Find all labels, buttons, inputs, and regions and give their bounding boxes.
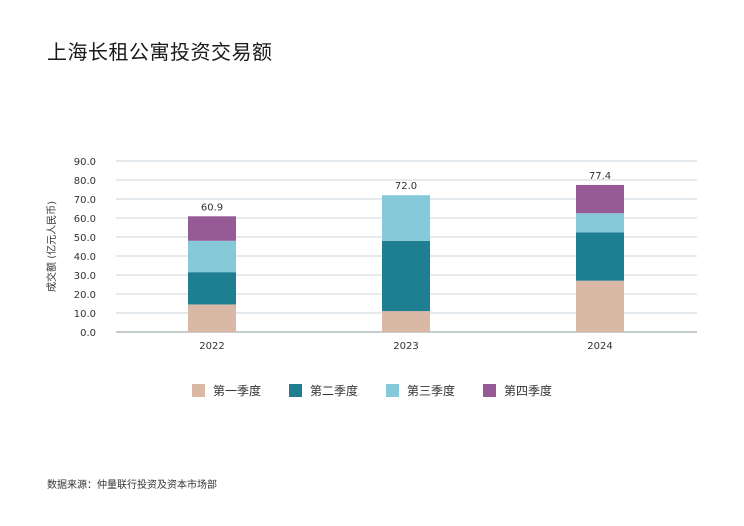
bar-segment xyxy=(188,240,236,273)
legend-swatch xyxy=(483,384,497,397)
chart-legend: 第一季度 第二季度 第三季度 第四季度 xyxy=(0,382,744,399)
y-tick-label: 60.0 xyxy=(74,214,96,225)
legend-swatch xyxy=(386,384,399,397)
legend-item: 第二季度 xyxy=(288,382,358,399)
bar-total-label: 77.4 xyxy=(589,171,611,182)
legend-label: 第四季度 xyxy=(504,384,553,398)
legend-label: 第二季度 xyxy=(309,384,358,398)
y-tick-label: 20.0 xyxy=(74,290,96,301)
legend-swatch xyxy=(288,384,302,397)
y-axis-label: 成交额 (亿元人民币) xyxy=(45,201,58,292)
bar-segment xyxy=(382,311,430,332)
bar-segment xyxy=(188,216,236,241)
legend-label: 第三季度 xyxy=(407,384,456,398)
bar-total-label: 60.9 xyxy=(201,202,223,213)
y-tick-label: 30.0 xyxy=(74,271,96,282)
bar-segment xyxy=(382,240,430,312)
bar-segment xyxy=(576,280,624,332)
y-tick-label: 80.0 xyxy=(74,176,96,187)
legend-swatch xyxy=(191,384,205,397)
x-tick-label: 2022 xyxy=(199,341,224,352)
bar-total-label: 72.0 xyxy=(395,181,417,192)
legend-item: 第一季度 xyxy=(191,382,261,399)
bar-segment xyxy=(188,304,236,332)
bar-segment xyxy=(576,213,624,233)
y-tick-label: 10.0 xyxy=(74,309,96,320)
x-tick-label: 2024 xyxy=(587,341,612,352)
data-source-note: 数据来源：仲量联行投资及资本市场部 xyxy=(47,480,217,491)
chart-title: 上海长租公寓投资交易额 xyxy=(47,40,273,64)
bar-segment xyxy=(188,272,236,305)
bar-segment xyxy=(576,184,624,214)
bar-segment xyxy=(576,232,624,281)
x-tick-label: 2023 xyxy=(393,341,418,352)
y-tick-label: 0.0 xyxy=(80,328,96,339)
y-tick-label: 90.0 xyxy=(74,157,96,168)
y-tick-label: 40.0 xyxy=(74,252,96,263)
y-tick-label: 70.0 xyxy=(74,195,96,206)
legend-item: 第三季度 xyxy=(386,382,455,399)
legend-item: 第四季度 xyxy=(483,382,552,399)
legend-label: 第一季度 xyxy=(212,384,261,398)
y-tick-label: 50.0 xyxy=(74,233,96,244)
bar-segment xyxy=(382,195,430,241)
